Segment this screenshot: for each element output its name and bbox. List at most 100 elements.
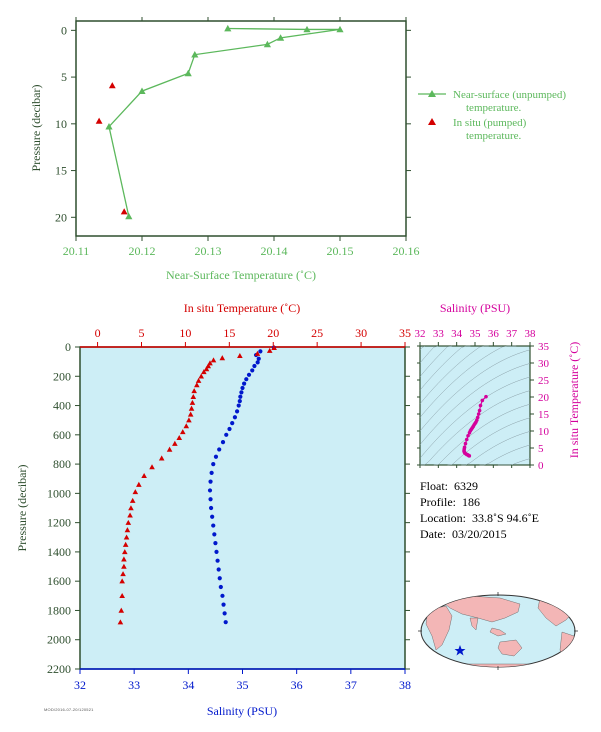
profile-row: Profile: 186 [420,494,539,510]
world-map [418,592,578,670]
temperature-point [121,563,127,569]
near-surface-x-tick-label: 20.12 [129,244,156,258]
ts-point [478,403,483,408]
temperature-point [117,619,124,625]
temperature-point [118,607,125,613]
temperature-point [172,440,178,446]
legend-label-pumped-line2: temperature. [466,130,522,142]
profile-bottom-axis-label: Salinity (PSU) [207,704,277,718]
float-value: 6329 [454,479,479,493]
ts-y-tick-label: 15 [538,409,550,421]
salinity-point [209,470,214,475]
temperature-point [237,352,243,359]
near-surface-x-tick-label: 20.11 [63,244,90,258]
salinity-point [252,363,257,369]
ts-y-tick-label: 0 [538,460,544,472]
ts-point [463,441,468,446]
temperature-point [210,357,217,363]
temperature-axis-tick-label: 30 [355,326,367,340]
unpumped-point [125,212,133,220]
ts-y-tick-label: 10 [538,426,550,438]
legend-label-unpumped-line1: Near-surface (unpumped) [453,89,566,101]
salinity-point [227,426,232,432]
ts-point [467,430,472,435]
legend-label-unpumped-line2: temperature. [466,102,522,114]
ts-plot-frame [419,345,531,466]
location-label: Location: [420,511,466,525]
ts-point [466,433,470,438]
salinity-point [224,432,229,437]
salinity-point [239,390,244,395]
ts-y-tick-label: 35 [538,341,550,353]
salinity-point [256,356,261,361]
pressure-axis-tick-label: 1000 [47,486,71,500]
temperature-axis-tick-label: 35 [399,326,411,340]
temperature-axis-tick-label: 25 [311,326,323,340]
salinity-point [207,488,213,493]
temperature-point [219,355,226,361]
ts-x-tick-label: 33 [433,328,445,340]
pumped-point [108,82,116,89]
unpumped-point [263,40,271,48]
profile-label: Profile: [420,495,456,509]
profile-top-axis-label: In situ Temperature (˚C) [184,301,301,315]
map-landmasses [424,595,575,667]
ts-density-contour [461,431,531,466]
salinity-point [230,421,235,426]
pressure-axis-tick-label: 1400 [47,545,71,559]
unpumped-point [277,34,285,41]
ts-density-contour [419,345,517,418]
pressure-axis-tick-label: 2200 [47,662,71,676]
unpumped-point [303,25,311,33]
salinity-point [221,602,226,607]
temperature-point [158,455,165,461]
ts-density-contour [447,417,531,466]
near-surface-y-label: Pressure (decibar) [29,85,43,172]
salinity-point [208,497,213,502]
salinity-axis-tick-label: 34 [182,678,194,692]
ts-y-tick-label: 25 [538,375,550,387]
ts-density-contour [419,345,439,364]
pressure-axis-tick-label: 1200 [47,516,71,530]
location-value: 33.8˚S 94.6˚E [471,511,539,525]
salinity-point [246,372,252,377]
legend-label-pumped-line1: In situ (pumped) [453,117,527,129]
pumped-point [95,117,103,124]
temperature-point [187,411,194,417]
ts-point [467,454,472,458]
salinity-point [220,593,225,598]
unpumped-point [191,51,199,58]
temperature-point [119,578,125,584]
unpumped-series-line [108,27,341,217]
temperature-point [176,434,183,440]
temperature-point [195,377,202,383]
pressure-axis-tick-label: 2000 [47,633,71,647]
ts-point [480,398,485,403]
temperature-point [183,423,190,429]
ts-x-tick-label: 36 [488,328,500,340]
temperature-point [123,534,130,540]
salinity-point [213,454,219,459]
salinity-point [258,349,263,354]
salinity-point [255,360,260,365]
processing-stamp: MOD/2016-07-20/120521 [44,707,94,712]
date-label: Date: [420,527,446,541]
profile-chart: 0 5 10 15 20 25 30 35 32 33 34 35 36 37 38 0 200 400 600… [15,301,411,718]
profile-value: 186 [462,495,480,509]
salinity-point [240,385,245,391]
salinity-point [216,567,221,572]
ts-point [476,412,481,416]
ts-point [475,415,480,420]
temperature-point [120,571,126,577]
temperature-axis-tick-label: 20 [267,326,279,340]
map-graticule-ticks [418,592,578,670]
profile-y-label: Pressure (decibar) [15,465,29,552]
near-surface-y-tick-label: 20 [55,210,67,224]
salinity-point [234,409,240,414]
salinity-point [217,576,222,581]
salinity-point [215,558,220,563]
ts-density-contour [419,349,531,432]
ts-point [484,394,488,399]
temperature-point [191,388,197,394]
